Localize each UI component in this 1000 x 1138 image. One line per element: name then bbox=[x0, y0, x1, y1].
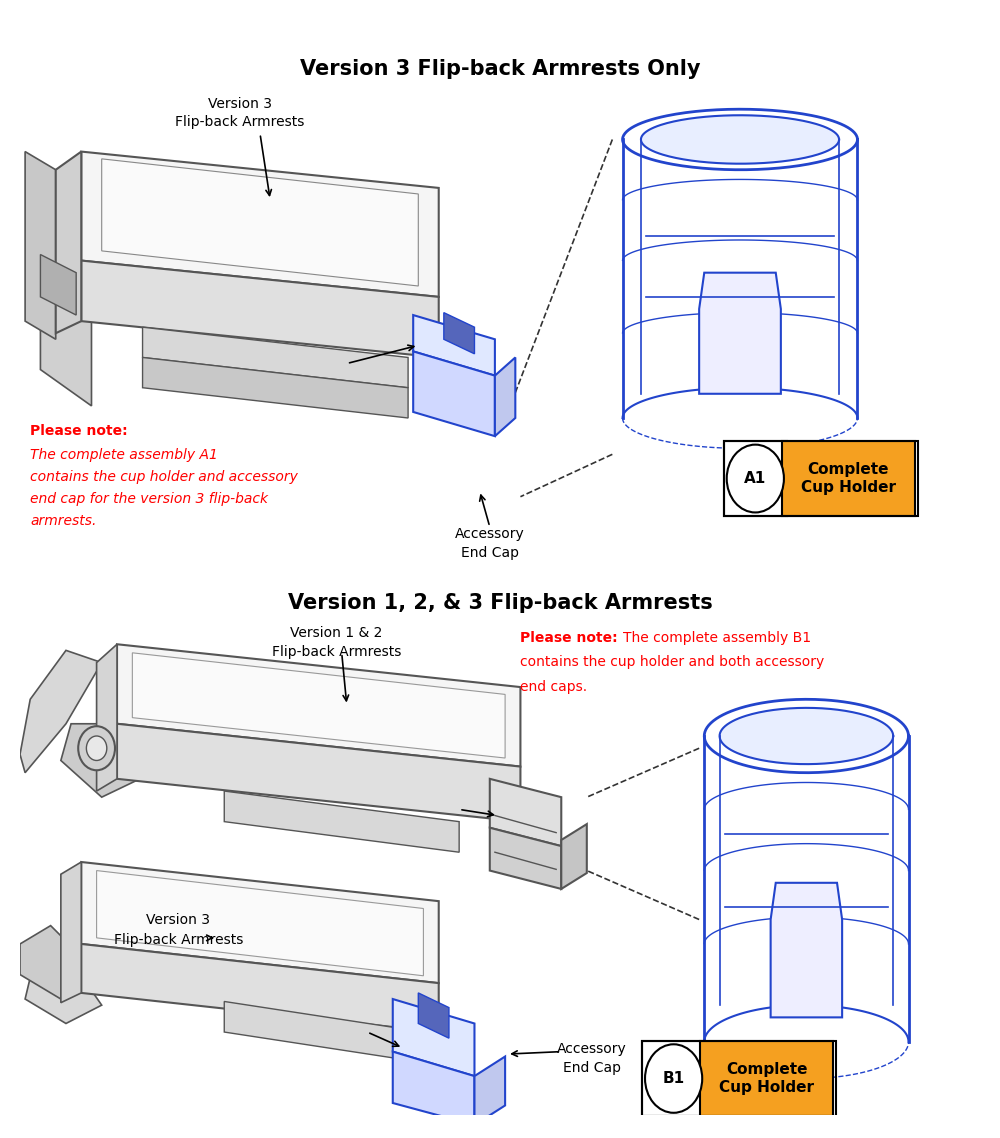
Polygon shape bbox=[20, 925, 81, 999]
Polygon shape bbox=[102, 159, 418, 286]
Text: Complete
Cup Holder: Complete Cup Holder bbox=[719, 1063, 814, 1095]
FancyBboxPatch shape bbox=[700, 1040, 833, 1116]
Polygon shape bbox=[490, 827, 561, 889]
Polygon shape bbox=[623, 140, 857, 418]
Polygon shape bbox=[495, 357, 515, 436]
Polygon shape bbox=[81, 861, 439, 983]
Text: A1: A1 bbox=[744, 471, 766, 486]
Polygon shape bbox=[393, 1052, 474, 1125]
Circle shape bbox=[645, 1045, 702, 1113]
Text: armrests.: armrests. bbox=[30, 513, 97, 528]
Polygon shape bbox=[61, 861, 81, 1003]
Polygon shape bbox=[224, 1001, 408, 1061]
Polygon shape bbox=[81, 261, 439, 357]
Polygon shape bbox=[117, 644, 520, 767]
Text: End Cap: End Cap bbox=[563, 1062, 621, 1075]
Text: Please note:: Please note: bbox=[30, 424, 128, 438]
Text: Flip-back Armrests: Flip-back Armrests bbox=[114, 933, 243, 947]
Polygon shape bbox=[81, 151, 439, 297]
Text: Accessory: Accessory bbox=[557, 1042, 627, 1056]
Polygon shape bbox=[56, 151, 81, 333]
FancyBboxPatch shape bbox=[724, 442, 787, 517]
Polygon shape bbox=[413, 352, 495, 436]
Text: end cap for the version 3 flip-back: end cap for the version 3 flip-back bbox=[30, 492, 268, 506]
Polygon shape bbox=[561, 824, 587, 889]
Circle shape bbox=[727, 445, 784, 512]
Text: Version 1 & 2: Version 1 & 2 bbox=[290, 626, 383, 640]
Polygon shape bbox=[25, 151, 56, 339]
Text: Version 3: Version 3 bbox=[146, 914, 210, 927]
Text: Flip-back Armrests: Flip-back Armrests bbox=[272, 645, 401, 660]
Text: Accessory: Accessory bbox=[455, 527, 525, 541]
Polygon shape bbox=[61, 724, 153, 797]
Polygon shape bbox=[132, 653, 505, 758]
Polygon shape bbox=[704, 736, 909, 1042]
Text: Version 3 Flip-back Armrests Only: Version 3 Flip-back Armrests Only bbox=[300, 59, 700, 80]
Circle shape bbox=[78, 726, 115, 770]
Polygon shape bbox=[490, 778, 561, 847]
Polygon shape bbox=[20, 651, 102, 773]
Polygon shape bbox=[25, 956, 102, 1023]
Polygon shape bbox=[413, 315, 495, 376]
Text: Version 1, 2, & 3 Flip-back Armrests: Version 1, 2, & 3 Flip-back Armrests bbox=[288, 593, 712, 613]
Polygon shape bbox=[40, 261, 91, 406]
Polygon shape bbox=[143, 328, 408, 388]
Polygon shape bbox=[40, 255, 76, 315]
Polygon shape bbox=[117, 724, 520, 822]
Polygon shape bbox=[393, 999, 474, 1077]
Text: contains the cup holder and accessory: contains the cup holder and accessory bbox=[30, 470, 298, 484]
Polygon shape bbox=[418, 992, 449, 1038]
Polygon shape bbox=[641, 115, 839, 164]
Text: contains the cup holder and both accessory: contains the cup holder and both accesso… bbox=[520, 655, 825, 669]
Text: The complete assembly B1: The complete assembly B1 bbox=[623, 630, 811, 645]
Text: Version 3: Version 3 bbox=[208, 97, 272, 112]
Text: Complete
Cup Holder: Complete Cup Holder bbox=[801, 462, 896, 495]
Polygon shape bbox=[97, 644, 117, 791]
Text: B1: B1 bbox=[663, 1071, 685, 1086]
Text: The complete assembly A1: The complete assembly A1 bbox=[30, 448, 218, 462]
Text: End Cap: End Cap bbox=[461, 546, 519, 560]
Text: Please note:: Please note: bbox=[520, 630, 618, 645]
Polygon shape bbox=[704, 700, 909, 773]
Polygon shape bbox=[97, 871, 423, 975]
Polygon shape bbox=[224, 791, 459, 852]
Polygon shape bbox=[81, 945, 439, 1032]
Circle shape bbox=[86, 736, 107, 760]
Polygon shape bbox=[444, 313, 474, 354]
Polygon shape bbox=[699, 273, 781, 394]
Polygon shape bbox=[623, 109, 857, 170]
Text: end caps.: end caps. bbox=[520, 679, 588, 694]
Text: Flip-back Armrests: Flip-back Armrests bbox=[175, 115, 304, 130]
Polygon shape bbox=[771, 883, 842, 1017]
Polygon shape bbox=[720, 708, 893, 764]
FancyBboxPatch shape bbox=[782, 442, 915, 517]
FancyBboxPatch shape bbox=[642, 1040, 705, 1116]
Polygon shape bbox=[143, 357, 408, 418]
Polygon shape bbox=[474, 1056, 505, 1125]
